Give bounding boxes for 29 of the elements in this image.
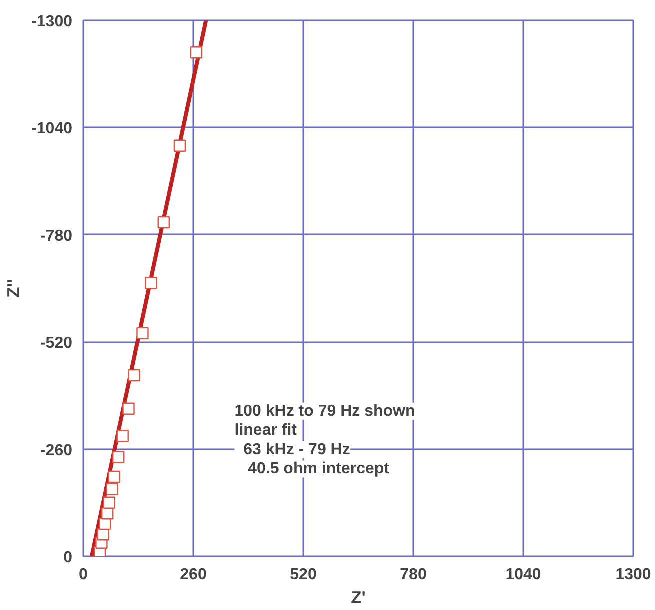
y-axis-title: Z'' (4, 279, 24, 298)
point (122, 402, 135, 415)
y-tick-label: -780 (40, 228, 73, 245)
x-tick-label: 260 (180, 566, 207, 584)
point (128, 369, 140, 382)
y-tick-label: -1040 (32, 120, 73, 138)
y-tick-label: -520 (40, 335, 73, 352)
point (136, 327, 149, 340)
annotation: 63 kHz - 79 Hz (234, 441, 350, 458)
x-tick-label: 1040 (506, 566, 542, 584)
point (158, 216, 170, 229)
y-tick-label: -1300 (32, 14, 73, 30)
x-axis-title: Z' (351, 588, 366, 608)
point (174, 140, 186, 152)
x-tick-label: 520 (290, 566, 317, 584)
x-tick-label: 0 (79, 566, 88, 584)
point (145, 277, 158, 290)
y-tick-label: 0 (64, 550, 73, 566)
annotation: 40.5 ohm intercept (234, 460, 390, 478)
annotation: linear fit (234, 422, 298, 440)
annotation: 100 kHz to 79 Hz shown (234, 402, 416, 420)
point (106, 483, 118, 496)
point (108, 470, 120, 484)
x-tick-label: 1300 (616, 566, 652, 584)
point (116, 430, 129, 442)
point (112, 451, 125, 464)
y-tick-label: -260 (40, 442, 73, 460)
point (190, 46, 203, 59)
x-tick-label: 780 (400, 566, 427, 584)
